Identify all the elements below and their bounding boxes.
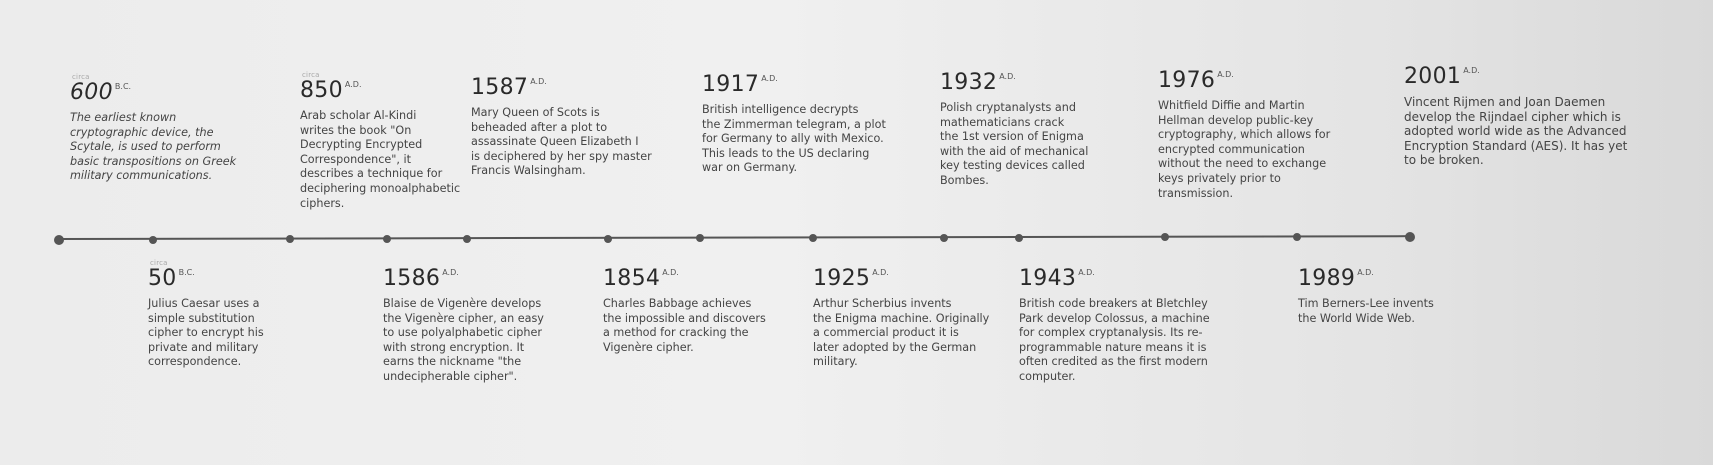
timeline-event: 2001 A.D. Vincent Rijmen and Joan Daemen d… bbox=[1404, 64, 1627, 168]
timeline-dot bbox=[149, 235, 157, 244]
timeline-event: circa 50 B.C. Julius Caesar uses a simple s… bbox=[148, 259, 264, 370]
event-date: 2001 A.D. bbox=[1404, 64, 1627, 89]
event-date: circa 50 B.C. bbox=[148, 259, 264, 291]
event-date: 1925 A.D. bbox=[813, 266, 989, 291]
timeline-dot bbox=[54, 235, 64, 245]
timeline-event: 1976 A.D. Whitfield Diffie and Martin Hell… bbox=[1158, 68, 1330, 201]
event-era: A.D. bbox=[344, 80, 362, 89]
event-date: 1587 A.D. bbox=[471, 75, 652, 100]
event-era: A.D. bbox=[1357, 268, 1374, 277]
event-era: A.D. bbox=[442, 268, 459, 277]
timeline-dot bbox=[809, 234, 817, 243]
timeline-dot bbox=[286, 235, 294, 244]
event-era: A.D. bbox=[1463, 66, 1480, 75]
event-date: circa 600 B.C. bbox=[70, 73, 236, 105]
timeline-dot bbox=[1015, 233, 1023, 242]
event-date: 1976 A.D. bbox=[1158, 68, 1330, 93]
event-date: 1932 A.D. bbox=[940, 70, 1088, 95]
event-year: 2001 bbox=[1404, 64, 1462, 89]
event-description: Mary Queen of Scots is beheaded after a … bbox=[471, 106, 652, 178]
event-date: circa 850 A.D. bbox=[300, 71, 460, 103]
event-year: 1989 bbox=[1298, 266, 1356, 291]
timeline-event: circa 600 B.C. The earliest known cryptogra… bbox=[70, 73, 237, 184]
circa-label: circa bbox=[72, 73, 90, 81]
event-description: Charles Babbage achieves the impossible … bbox=[603, 297, 766, 354]
timeline-dot bbox=[1405, 231, 1415, 242]
event-date: 1854 A.D. bbox=[603, 266, 766, 291]
event-year: 600 bbox=[70, 80, 113, 105]
timeline-event: 1854 A.D. Charles Babbage achieves the imp… bbox=[603, 266, 766, 355]
event-date: 1917 A.D. bbox=[702, 72, 886, 97]
event-description: Arab scholar Al-Kindi writes the book "O… bbox=[300, 109, 461, 210]
event-era: A.D. bbox=[1217, 70, 1234, 79]
event-date: 1586 A.D. bbox=[383, 266, 544, 291]
event-year: 1917 bbox=[702, 72, 760, 97]
event-description: Tim Berners-Lee invents the World Wide W… bbox=[1298, 297, 1434, 325]
timeline-event: 1925 A.D. Arthur Scherbius invents the Eni… bbox=[813, 266, 989, 370]
circa-label: circa bbox=[302, 71, 320, 79]
timeline-event: 1989 A.D. Tim Berners-Lee invents the Worl… bbox=[1298, 266, 1434, 326]
event-year: 850 bbox=[300, 78, 343, 103]
event-year: 50 bbox=[148, 266, 177, 291]
event-era: A.D. bbox=[530, 77, 547, 86]
timeline-event: 1587 A.D. Mary Queen of Scots is beheaded … bbox=[471, 75, 652, 179]
timeline-event: circa 850 A.D. Arab scholar Al-Kindi writes… bbox=[300, 71, 461, 211]
event-description: Vincent Rijmen and Joan Daemen develop t… bbox=[1404, 95, 1628, 168]
event-description: British intelligence decrypts the Zimmer… bbox=[702, 103, 886, 175]
event-era: A.D. bbox=[1078, 268, 1095, 277]
event-description: The earliest known cryptographic device,… bbox=[70, 111, 237, 183]
event-era: B.C. bbox=[178, 268, 195, 277]
timeline-dot bbox=[383, 235, 391, 244]
timeline-dot bbox=[463, 235, 471, 244]
timeline-event: 1932 A.D. Polish cryptanalysts and mathema… bbox=[940, 70, 1088, 189]
event-era: A.D. bbox=[761, 74, 778, 83]
event-era: A.D. bbox=[662, 268, 679, 277]
event-era: A.D. bbox=[999, 72, 1016, 81]
circa-label: circa bbox=[150, 259, 168, 267]
event-year: 1976 bbox=[1158, 68, 1216, 93]
event-era: B.C. bbox=[114, 82, 132, 91]
event-description: Polish cryptanalysts and mathematicians … bbox=[940, 101, 1089, 187]
event-era: A.D. bbox=[872, 268, 889, 277]
event-year: 1932 bbox=[940, 70, 998, 95]
timeline-event: 1943 A.D. British code breakers at Bletchl… bbox=[1019, 266, 1210, 385]
timeline-event: 1917 A.D. British intelligence decrypts th… bbox=[702, 72, 886, 176]
event-description: Blaise de Vigenère develops the Vigenère… bbox=[383, 297, 544, 383]
timeline-dot bbox=[940, 233, 948, 242]
event-description: Whitfield Diffie and Martin Hellman deve… bbox=[1158, 99, 1331, 200]
event-year: 1587 bbox=[471, 75, 529, 100]
timeline-event: 1586 A.D. Blaise de Vigenère develops the … bbox=[383, 266, 544, 385]
event-year: 1586 bbox=[383, 266, 441, 291]
event-description: Julius Caesar uses a simple substitution… bbox=[148, 297, 264, 369]
event-date: 1943 A.D. bbox=[1019, 266, 1210, 291]
timeline-dot bbox=[1161, 233, 1169, 242]
event-description: Arthur Scherbius invents the Enigma mach… bbox=[813, 297, 990, 369]
timeline-dot bbox=[604, 234, 612, 243]
timeline-axis bbox=[57, 235, 1410, 240]
timeline-dot bbox=[696, 234, 704, 243]
event-description: British code breakers at Bletchley Park … bbox=[1019, 297, 1210, 383]
event-year: 1925 bbox=[813, 266, 871, 291]
timeline-dot bbox=[1293, 233, 1301, 242]
event-year: 1943 bbox=[1019, 266, 1077, 291]
event-date: 1989 A.D. bbox=[1298, 266, 1434, 291]
event-year: 1854 bbox=[603, 266, 661, 291]
